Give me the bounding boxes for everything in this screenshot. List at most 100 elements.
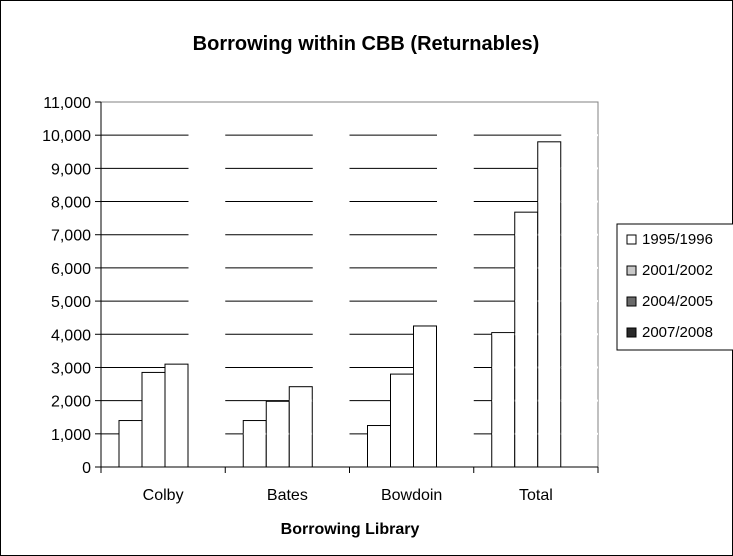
gap-mask [188, 333, 226, 336]
gap-mask [561, 134, 598, 137]
gap-mask [561, 432, 598, 435]
bar-fill-mask [266, 432, 289, 435]
x-tick-label: Total [519, 487, 553, 504]
x-tick-label: Colby [143, 487, 184, 504]
bar-fill-mask [492, 399, 515, 402]
bar [514, 211, 539, 468]
gap-mask [561, 366, 598, 369]
gap-mask [561, 399, 598, 402]
bar-fill-mask [119, 432, 142, 435]
gap-mask [437, 366, 474, 369]
gap-mask [561, 300, 598, 303]
gap-mask [561, 167, 598, 170]
y-tick-label: 7,000 [51, 228, 91, 245]
chart-title: Borrowing within CBB (Returnables) [193, 33, 540, 55]
legend-swatch [626, 327, 637, 338]
y-tick-label: 6,000 [51, 261, 91, 278]
bar-fill-mask [538, 233, 561, 236]
gap-mask [312, 266, 350, 269]
y-tick-label: 0 [82, 460, 91, 477]
bar [242, 420, 267, 468]
plot-area: 0 1,000 2,000 3,000 4,000 5,000 6,000 7,000 8,00… [42, 95, 599, 504]
x-tick-label: Bates [267, 487, 308, 504]
bar-fill-mask [165, 366, 188, 369]
bar-fill-mask [289, 399, 312, 402]
gap-mask [312, 300, 350, 303]
bar-fill-mask [414, 432, 436, 435]
bars [118, 134, 598, 468]
gap-mask [188, 399, 226, 402]
gap-mask [312, 134, 350, 137]
bar-fill-mask [538, 366, 561, 369]
y-tick-label: 4,000 [51, 327, 91, 344]
bar-fill-mask [492, 333, 515, 336]
bar-fill-mask [243, 432, 266, 435]
gap-mask [312, 432, 350, 435]
gap-mask [437, 399, 474, 402]
axes [95, 101, 599, 473]
bar-fill-mask [538, 399, 561, 402]
gap-mask [188, 200, 226, 203]
gap-mask [437, 233, 474, 236]
gap-mask [312, 399, 350, 402]
y-tick-label: 8,000 [51, 195, 91, 212]
gap-mask [312, 366, 350, 369]
bar [164, 363, 189, 468]
gap-mask [561, 333, 598, 336]
bar [141, 371, 166, 468]
bar-fill-mask [538, 266, 561, 269]
legend-swatch [626, 265, 637, 276]
bar-fill-mask [538, 300, 561, 303]
legend-swatch [626, 234, 637, 245]
gap-mask [437, 134, 474, 137]
y-tick-label: 9,000 [51, 161, 91, 178]
bar-fill-mask [515, 333, 538, 336]
legend-entry: 2001/2002 [642, 262, 713, 279]
x-tick-labels: Colby Bates Bowdoin Total [143, 487, 553, 504]
x-axis-label: Borrowing Library [281, 521, 420, 538]
bar-fill-mask [142, 399, 165, 402]
bar-fill-mask [515, 399, 538, 402]
bar-fill-mask [538, 432, 561, 435]
x-tick-label: Bowdoin [381, 487, 442, 504]
bar [413, 325, 437, 468]
bar [390, 373, 414, 468]
gap-mask [312, 333, 350, 336]
bar [537, 141, 562, 468]
gap-mask [312, 167, 350, 170]
gap-mask [188, 167, 226, 170]
bar [288, 386, 313, 468]
gap-mask [437, 300, 474, 303]
gap-mask [437, 333, 474, 336]
legend-entry: 2004/2005 [642, 293, 713, 310]
y-tick-label: 3,000 [51, 360, 91, 377]
bar-fill-mask [515, 432, 538, 435]
bar-fill-mask [414, 399, 436, 402]
legend: 1995/1996 2001/2002 2004/2005 2007/2008 [616, 223, 733, 351]
bar-fill-mask [165, 399, 188, 402]
bar-fill-mask [538, 333, 561, 336]
gap-mask [561, 200, 598, 203]
bar-fill-mask [414, 366, 436, 369]
bar [118, 420, 143, 468]
gap-mask [188, 432, 226, 435]
gap-mask [188, 134, 226, 137]
bar-fill-mask [391, 399, 413, 402]
bar-fill-mask [368, 432, 390, 435]
gap-mask [188, 233, 226, 236]
legend-entry: 2007/2008 [642, 324, 713, 341]
y-tick-label: 5,000 [51, 294, 91, 311]
bar [367, 425, 391, 468]
bar-fill-mask [492, 432, 515, 435]
gap-mask [312, 233, 350, 236]
y-tick-label: 10,000 [42, 128, 91, 145]
bar-fill-mask [492, 366, 515, 369]
gap-mask [437, 200, 474, 203]
bar-fill-mask [538, 200, 561, 203]
bar-fill-mask [165, 432, 188, 435]
y-tick-label: 1,000 [51, 427, 91, 444]
gap-mask [437, 432, 474, 435]
bar-fill-mask [414, 333, 436, 336]
bar-fill-mask [142, 432, 165, 435]
